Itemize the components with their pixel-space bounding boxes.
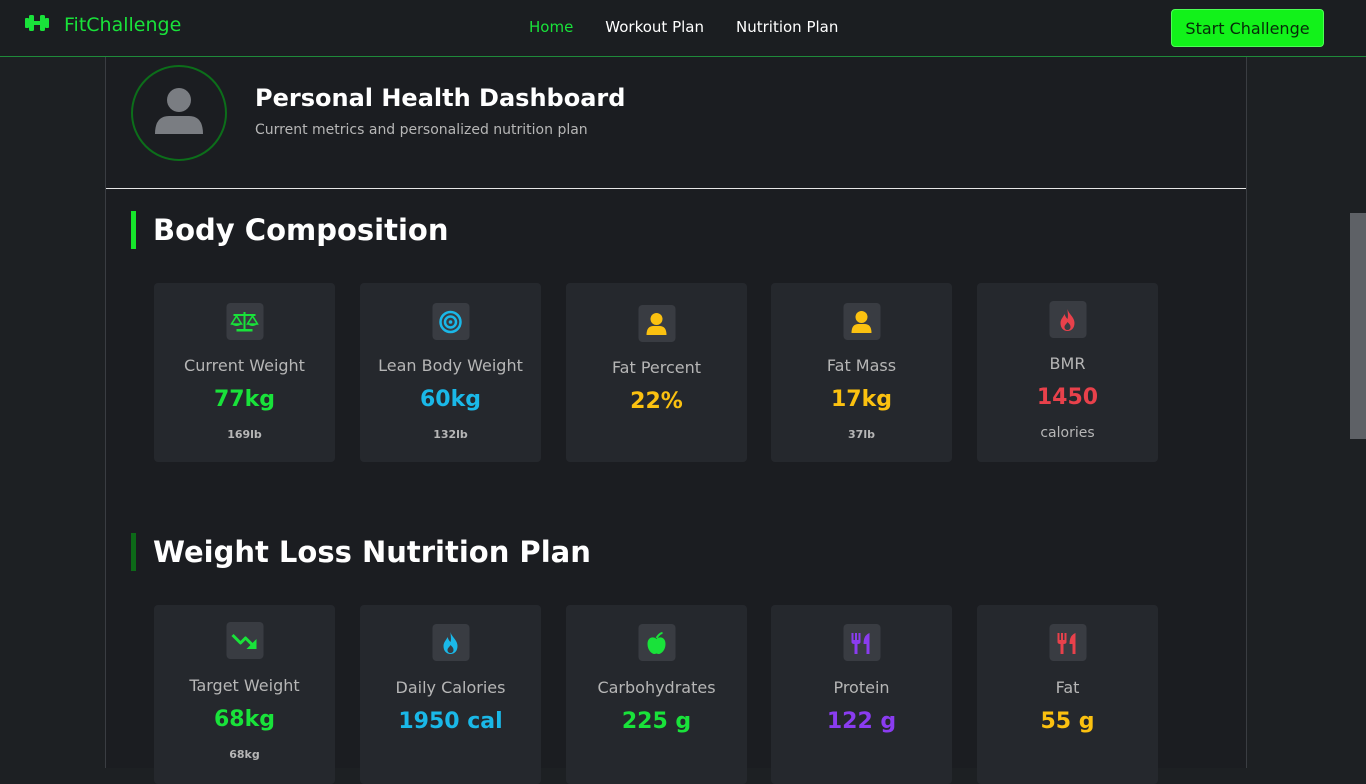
card-fat: Fat 55 g — [977, 605, 1158, 784]
target-icon — [432, 303, 469, 340]
card-label: Protein — [833, 678, 890, 697]
card-label: Carbohydrates — [597, 678, 716, 697]
nav-link-nutrition-plan[interactable]: Nutrition Plan — [736, 18, 839, 36]
card-fat-percent: Fat Percent 22% — [566, 283, 747, 462]
card-value: 60kg — [420, 387, 481, 412]
trend-down-icon — [226, 622, 263, 659]
card-label: Current Weight — [184, 356, 305, 375]
nav-links: Home Workout Plan Nutrition Plan — [529, 18, 838, 36]
section-title-body-composition: Body Composition — [131, 211, 448, 249]
card-value: 1950 cal — [398, 709, 503, 734]
card-value: 68kg — [214, 707, 275, 732]
card-current-weight: Current Weight 77kg 169lb — [154, 283, 335, 462]
card-value: 1450 — [1036, 385, 1099, 410]
card-label: Target Weight — [189, 676, 300, 695]
brand-name: FitChallenge — [64, 14, 182, 36]
user-avatar-icon — [153, 86, 205, 140]
card-sub: 68kg — [229, 748, 260, 761]
apple-icon — [638, 624, 675, 661]
card-value: 77kg — [214, 387, 275, 412]
card-value: 55 g — [1040, 709, 1095, 734]
card-value: 122 g — [826, 709, 897, 734]
card-fat-mass: Fat Mass 17kg 37lb — [771, 283, 952, 462]
brand[interactable]: FitChallenge — [24, 14, 181, 36]
card-carbohydrates: Carbohydrates 225 g — [566, 605, 747, 784]
drop-icon — [432, 624, 469, 661]
avatar — [131, 65, 227, 161]
user-icon — [638, 305, 675, 342]
user-icon — [843, 303, 880, 340]
card-protein: Protein 122 g — [771, 605, 952, 784]
start-challenge-button[interactable]: Start Challenge — [1171, 9, 1324, 47]
scrollbar-thumb[interactable] — [1350, 213, 1366, 439]
card-sub: 132lb — [433, 428, 468, 441]
utensils-icon — [1049, 624, 1086, 661]
dashboard-panel: Personal Health Dashboard Current metric… — [105, 57, 1247, 784]
page-subtitle: Current metrics and personalized nutriti… — [255, 122, 588, 138]
card-value: 17kg — [831, 387, 892, 412]
dumbbell-icon — [24, 14, 50, 36]
card-target-weight: Target Weight 68kg 68kg — [154, 605, 335, 784]
card-label: Fat Percent — [611, 358, 702, 377]
card-daily-calories: Daily Calories 1950 cal — [360, 605, 541, 784]
scale-icon — [226, 303, 263, 340]
card-lean-body-weight: Lean Body Weight 60kg 132lb — [360, 283, 541, 462]
card-value: 22% — [630, 389, 683, 414]
card-label: Fat — [1055, 678, 1080, 697]
dashboard-header: Personal Health Dashboard Current metric… — [106, 57, 1246, 189]
card-sub: calories — [1040, 425, 1095, 441]
card-label: BMR — [1049, 354, 1086, 373]
card-bmr: BMR 1450 calories — [977, 283, 1158, 462]
card-sub: 37lb — [848, 428, 875, 441]
nav-link-home[interactable]: Home — [529, 18, 574, 36]
page-title: Personal Health Dashboard — [255, 84, 626, 112]
card-sub: 169lb — [227, 428, 262, 441]
section-title-nutrition-plan: Weight Loss Nutrition Plan — [131, 533, 591, 571]
utensils-icon — [843, 624, 880, 661]
card-value: 225 g — [621, 709, 692, 734]
navbar: FitChallenge Home Workout Plan Nutrition… — [0, 0, 1366, 57]
fire-icon — [1049, 301, 1086, 338]
card-label: Daily Calories — [395, 678, 506, 697]
card-label: Lean Body Weight — [378, 356, 523, 375]
nav-link-workout-plan[interactable]: Workout Plan — [605, 18, 704, 36]
card-label: Fat Mass — [826, 356, 897, 375]
